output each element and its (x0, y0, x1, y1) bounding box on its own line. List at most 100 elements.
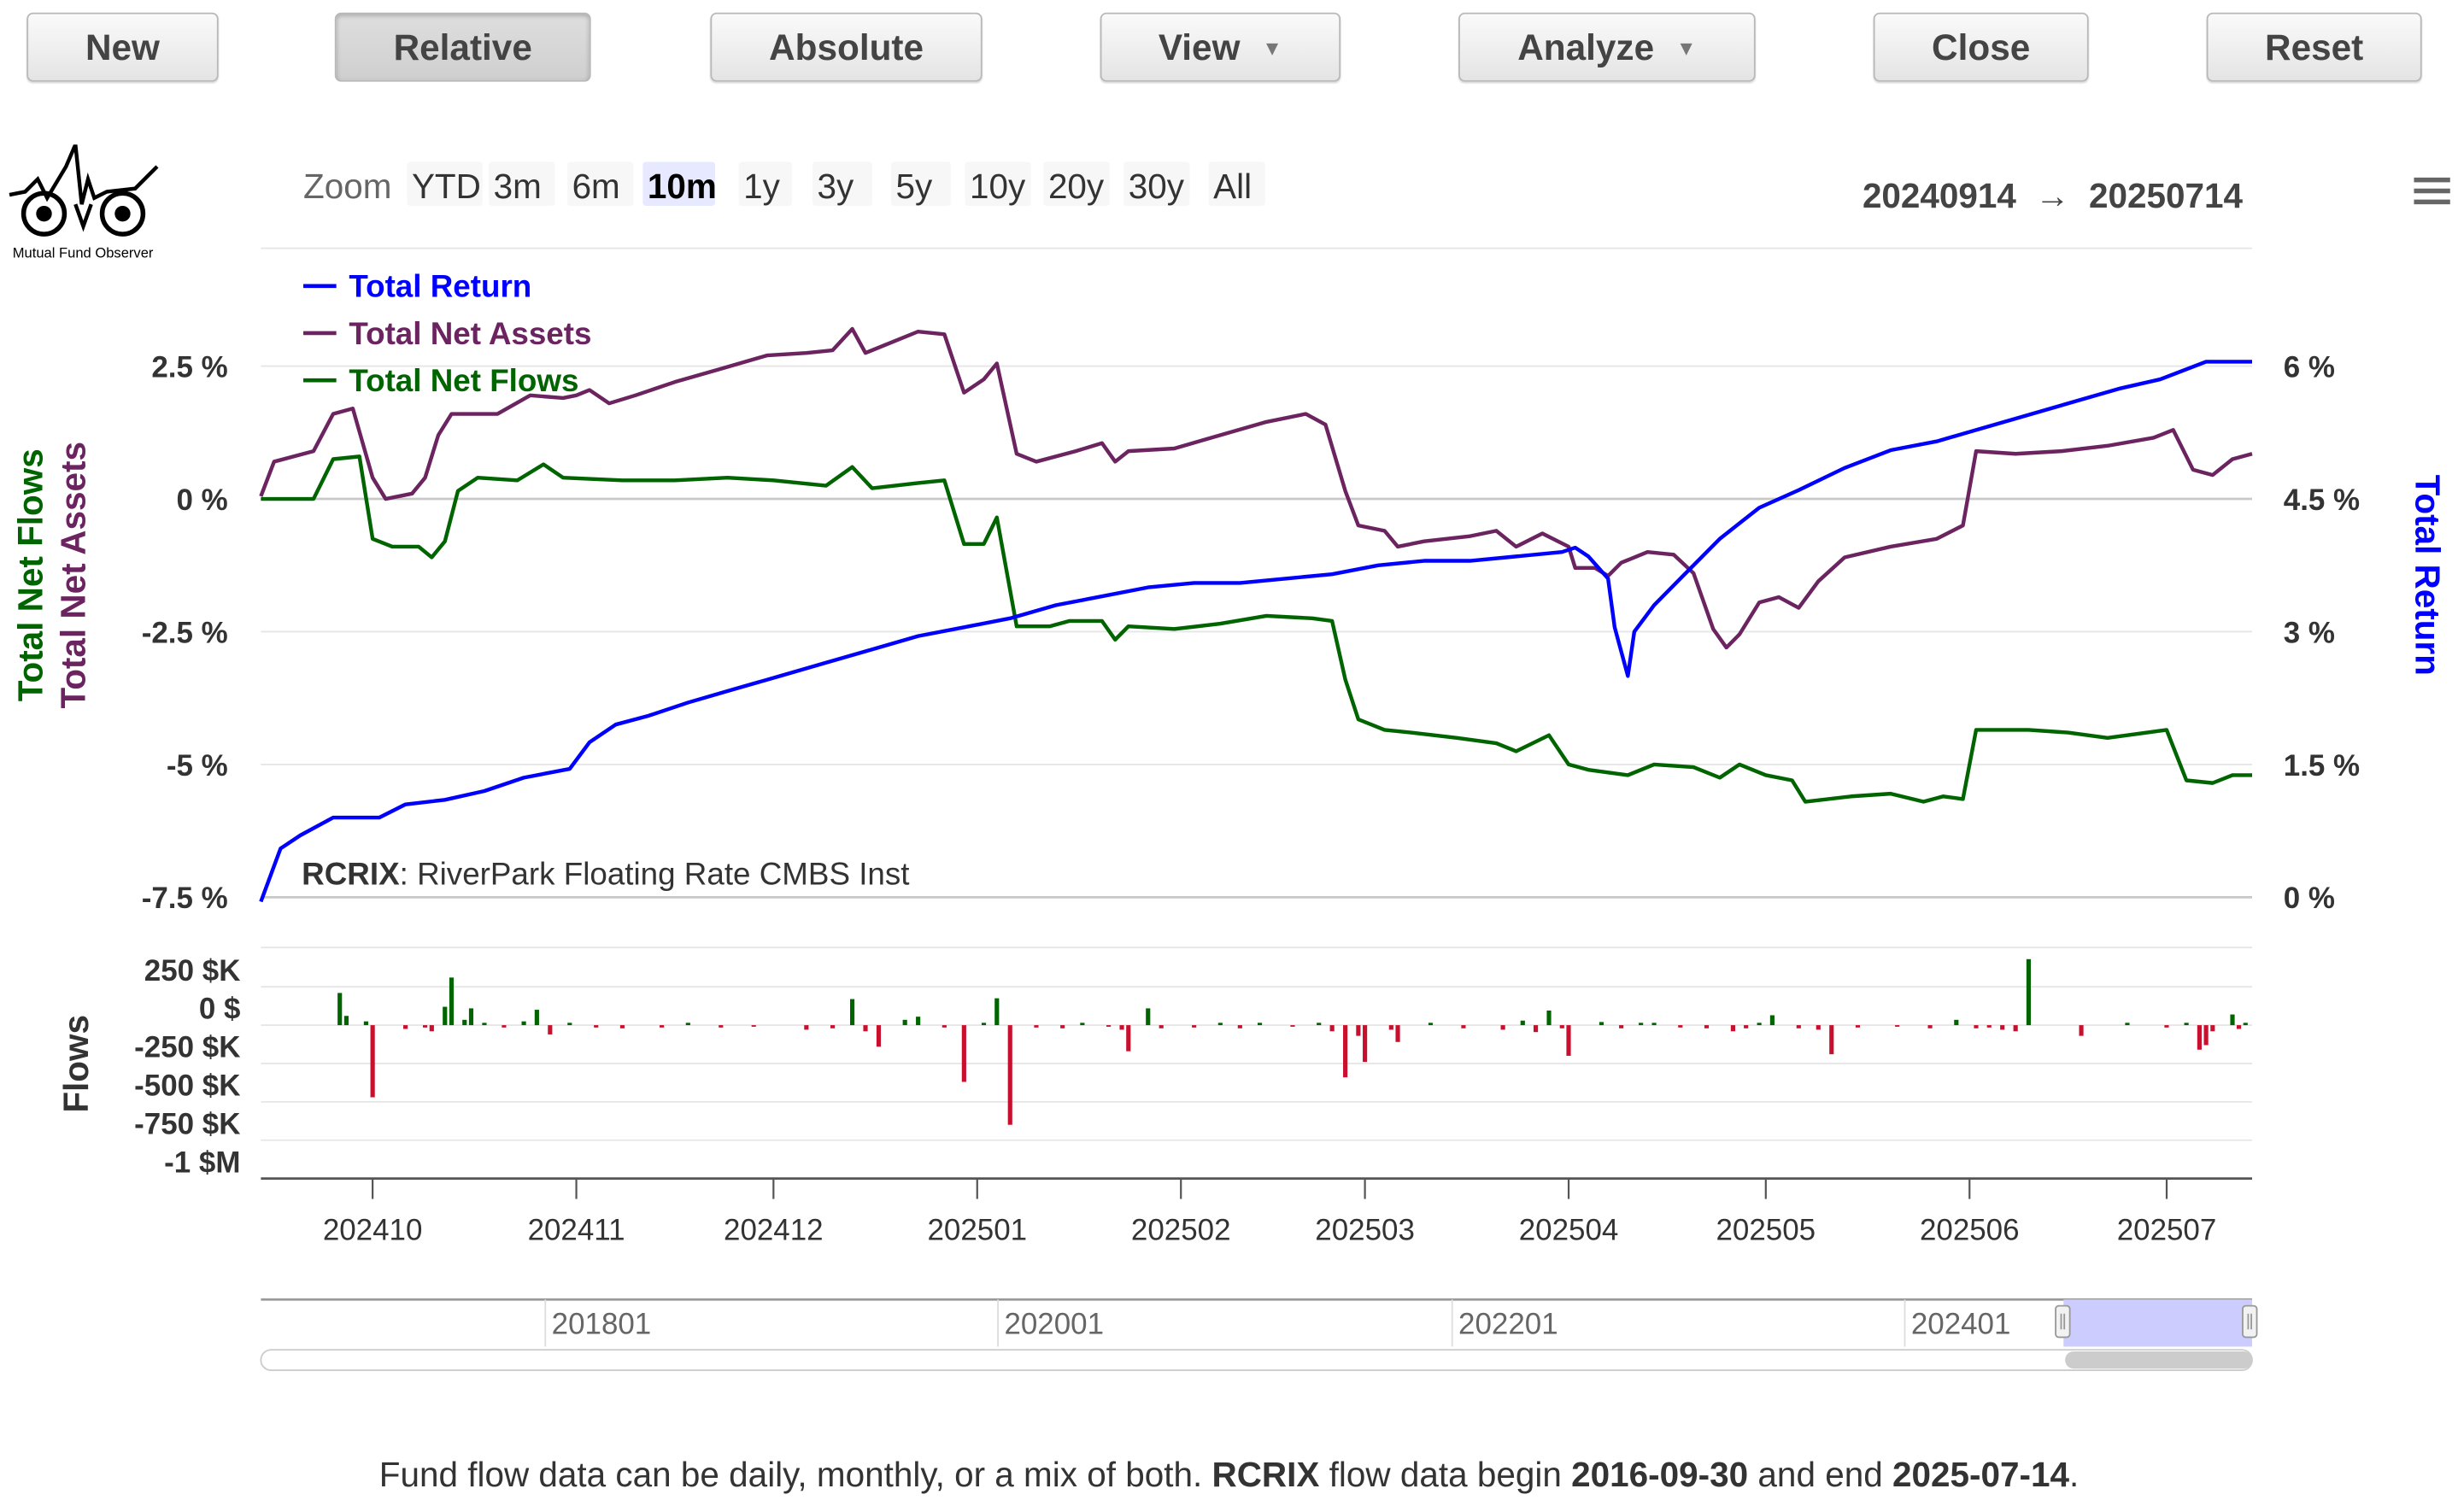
flow-bar (1146, 1008, 1151, 1026)
zoom-option-6m[interactable]: 6m (567, 161, 634, 206)
flow-bar (1895, 1025, 1900, 1027)
navigator-selection[interactable] (2063, 1299, 2253, 1347)
footnote-middle: flow data begin (1319, 1455, 1572, 1495)
flow-bar (1329, 1025, 1335, 1032)
button-label: New (85, 26, 160, 67)
zoom-option-all[interactable]: All (1208, 161, 1265, 206)
x-tick-label: 202501 (927, 1213, 1027, 1246)
flow-bar (2184, 1023, 2189, 1026)
flow-bar (2210, 1025, 2215, 1032)
zoom-bar: Zoom YTD 3m 6m 10m 1y 3y 5y 10y 20y 30y All (303, 161, 1265, 206)
flow-bar (1257, 1023, 1263, 1026)
range-to: 20250714 (2089, 176, 2243, 215)
navigator-scrollbar[interactable] (260, 1349, 2253, 1371)
reset-button[interactable]: Reset (2206, 12, 2422, 82)
scrollbar-thumb[interactable] (2065, 1351, 2253, 1369)
y-left-tick: -2.5 % (142, 616, 228, 649)
zoom-option-20y[interactable]: 20y (1043, 161, 1110, 206)
date-range: 20240914 → 20250714 (1863, 176, 2244, 215)
logo-text: Mutual Fund Observer (12, 244, 154, 261)
flow-bar (1639, 1023, 1644, 1026)
navigator[interactable]: 201801 202001 202201 202401 (260, 1298, 2258, 1371)
flow-bar (1388, 1025, 1393, 1030)
flow-bar (1356, 1025, 1361, 1036)
close-button[interactable]: Close (1873, 12, 2089, 82)
zoom-option-label: 10m (648, 167, 717, 206)
zoom-option-label: 3y (818, 167, 854, 206)
flow-bar (2079, 1025, 2084, 1036)
analyze-button[interactable]: Analyze ▼ (1458, 12, 1756, 82)
zoom-option-label: 5y (896, 167, 933, 206)
flow-bar (1500, 1025, 1505, 1030)
y-axis-right: 6 % 4.5 % 3 % 1.5 % 0 % (2284, 350, 2360, 915)
flow-bar (1599, 1022, 1604, 1026)
zoom-option-3m[interactable]: 3m (489, 161, 555, 206)
zoom-option-label: 20y (1048, 167, 1105, 206)
flow-bar (902, 1019, 907, 1026)
legend-item-total-net-flows[interactable]: Total Net Flows (303, 363, 578, 398)
flow-bar (1796, 1025, 1801, 1029)
y-right-tick: 6 % (2284, 350, 2335, 384)
zoom-option-10m[interactable]: 10m (642, 161, 717, 206)
zoom-option-5y[interactable]: 5y (890, 161, 951, 206)
legend-item-total-net-assets[interactable]: Total Net Assets (303, 316, 591, 351)
flow-bar (2026, 958, 2032, 1026)
button-label: View (1158, 26, 1241, 67)
y-axis-title-flows: Total Net Flows (11, 448, 50, 701)
flow-bar (1126, 1025, 1131, 1052)
flow-bar (1546, 1010, 1552, 1026)
navigator-handle[interactable] (2055, 1304, 2071, 1339)
zoom-option-10y[interactable]: 10y (965, 161, 1031, 206)
flow-bar (1974, 1025, 1979, 1029)
flows-y-tick: 250 $K (144, 954, 241, 987)
zoom-option-1y[interactable]: 1y (738, 161, 793, 206)
flow-bar (2000, 1025, 2005, 1030)
navigator-handle[interactable] (2242, 1304, 2258, 1339)
fund-caption: RCRIX: RiverPark Floating Rate CMBS Inst (302, 857, 909, 892)
flow-bar (2230, 1014, 2235, 1026)
flow-bar (1954, 1019, 1959, 1026)
x-tick-label: 202410 (323, 1213, 423, 1246)
flow-bar (916, 1017, 921, 1026)
legend-label: Total Net Assets (349, 316, 591, 351)
button-label: Analyze (1517, 26, 1655, 67)
zoom-option-ytd[interactable]: YTD (407, 161, 483, 206)
flow-bar (619, 1025, 625, 1029)
series-lines (259, 326, 2253, 903)
flow-bar (1007, 1025, 1012, 1125)
button-label: Relative (393, 26, 532, 67)
flow-bar (443, 1006, 448, 1026)
zoom-option-label: 3m (494, 167, 542, 206)
hamburger-icon[interactable] (2414, 177, 2450, 205)
y-axis-left: 2.5 % 0 % -2.5 % -5 % -7.5 % (142, 350, 228, 915)
zoom-option-3y[interactable]: 3y (812, 161, 872, 206)
button-label: Close (1932, 26, 2031, 67)
flow-bar (849, 999, 855, 1026)
flow-bar (1428, 1023, 1434, 1026)
series-line-total-return (259, 360, 2253, 903)
footnote: Fund flow data can be daily, monthly, or… (0, 1455, 2458, 1496)
absolute-button[interactable]: Absolute (710, 12, 983, 82)
flow-bar (521, 1021, 526, 1026)
range-from: 20240914 (1863, 176, 2016, 215)
navigator-tick-label: 202401 (1911, 1308, 2011, 1341)
zoom-option-30y[interactable]: 30y (1123, 161, 1190, 206)
new-button[interactable]: New (26, 12, 219, 82)
relative-button[interactable]: Relative (334, 12, 591, 82)
footnote-prefix: Fund flow data can be daily, monthly, or… (378, 1455, 1212, 1495)
x-tick-label: 202411 (528, 1213, 625, 1246)
flow-bar (403, 1025, 408, 1029)
navigator-tick-label: 202001 (1004, 1308, 1104, 1341)
owl-icon (9, 137, 159, 237)
flow-bar (449, 977, 455, 1026)
flow-bar (548, 1025, 553, 1034)
flow-bar (1343, 1025, 1348, 1078)
flow-bar (830, 1025, 836, 1029)
view-button[interactable]: View ▼ (1100, 12, 1341, 82)
flow-bar (1317, 1023, 1322, 1026)
legend[interactable]: Total Return Total Net Assets Total Net Fl… (303, 269, 591, 398)
chevron-down-icon: ▼ (1675, 35, 1697, 59)
flows-y-tick: -750 $K (134, 1107, 240, 1140)
legend-item-total-return[interactable]: Total Return (303, 269, 531, 304)
footnote-start: 2016-09-30 (1571, 1455, 1749, 1495)
